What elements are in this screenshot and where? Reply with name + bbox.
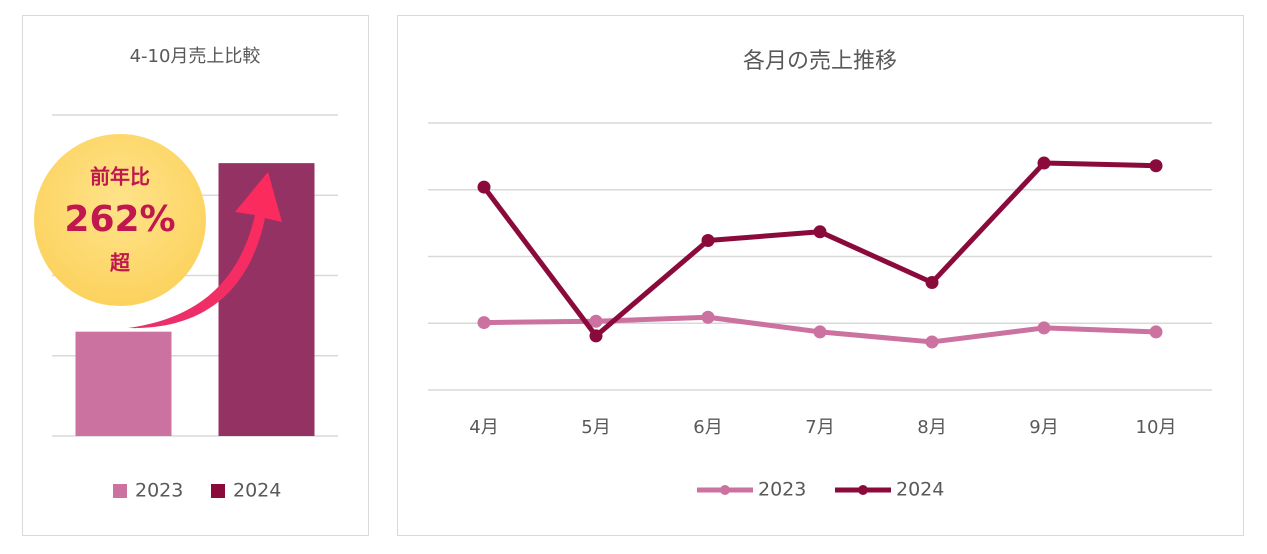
x-tick-label: 10月 <box>1136 417 1177 438</box>
legend-swatch <box>211 484 225 498</box>
x-tick-label: 9月 <box>1029 417 1058 438</box>
marker <box>1037 321 1051 335</box>
legend-swatch <box>113 484 127 498</box>
legend-label: 2024 <box>233 480 281 502</box>
marker <box>1149 325 1163 339</box>
marker <box>477 316 491 330</box>
marker <box>925 276 939 290</box>
annotation-line: 前年比 <box>90 165 150 189</box>
annotation: 前年比 262% 超 <box>34 134 282 329</box>
legend-label: 2024 <box>896 479 944 501</box>
x-tick-label: 8月 <box>917 417 946 438</box>
legend-label: 2023 <box>758 479 806 501</box>
x-tick-label: 7月 <box>805 417 834 438</box>
marker <box>1037 156 1051 170</box>
legend-label: 2023 <box>135 480 183 502</box>
marker <box>701 310 715 324</box>
legend-marker <box>720 485 730 495</box>
x-tick-label: 5月 <box>581 417 610 438</box>
marker <box>813 225 827 239</box>
marker <box>1149 159 1163 173</box>
bar <box>75 331 172 436</box>
marker <box>589 329 603 343</box>
marker <box>589 314 603 328</box>
right-panel <box>397 15 1244 536</box>
x-tick-label: 6月 <box>693 417 722 438</box>
left-title: 4-10月売上比較 <box>130 46 261 67</box>
marker <box>477 180 491 194</box>
x-tick-label: 4月 <box>469 417 498 438</box>
right-title: 各月の売上推移 <box>743 49 897 74</box>
marker <box>701 233 715 247</box>
annotation-value: 262% <box>64 199 175 240</box>
legend-marker <box>858 485 868 495</box>
arrow <box>128 172 282 329</box>
badge <box>34 134 206 306</box>
marker <box>813 325 827 339</box>
annotation-line: 超 <box>109 251 131 275</box>
marker <box>925 335 939 349</box>
